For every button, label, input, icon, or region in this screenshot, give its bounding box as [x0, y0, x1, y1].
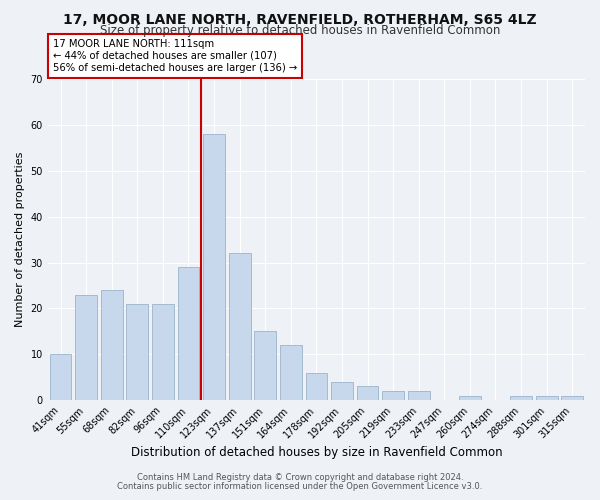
Bar — [50, 354, 71, 400]
Bar — [254, 332, 276, 400]
Bar — [459, 396, 481, 400]
Bar — [101, 290, 122, 400]
Bar — [178, 267, 199, 400]
Text: Size of property relative to detached houses in Ravenfield Common: Size of property relative to detached ho… — [100, 24, 500, 37]
Bar — [127, 304, 148, 400]
Bar — [356, 386, 379, 400]
Text: 17 MOOR LANE NORTH: 111sqm
← 44% of detached houses are smaller (107)
56% of sem: 17 MOOR LANE NORTH: 111sqm ← 44% of deta… — [53, 40, 298, 72]
X-axis label: Distribution of detached houses by size in Ravenfield Common: Distribution of detached houses by size … — [131, 446, 502, 458]
Bar — [152, 304, 174, 400]
Bar — [408, 391, 430, 400]
Bar — [75, 294, 97, 400]
Bar — [229, 254, 251, 400]
Bar — [510, 396, 532, 400]
Bar — [536, 396, 557, 400]
Text: 17, MOOR LANE NORTH, RAVENFIELD, ROTHERHAM, S65 4LZ: 17, MOOR LANE NORTH, RAVENFIELD, ROTHERH… — [63, 12, 537, 26]
Bar — [203, 134, 225, 400]
Bar — [562, 396, 583, 400]
Text: Contains HM Land Registry data © Crown copyright and database right 2024.: Contains HM Land Registry data © Crown c… — [137, 474, 463, 482]
Y-axis label: Number of detached properties: Number of detached properties — [15, 152, 25, 328]
Bar — [331, 382, 353, 400]
Bar — [382, 391, 404, 400]
Bar — [280, 345, 302, 400]
Bar — [305, 372, 327, 400]
Text: Contains public sector information licensed under the Open Government Licence v3: Contains public sector information licen… — [118, 482, 482, 491]
